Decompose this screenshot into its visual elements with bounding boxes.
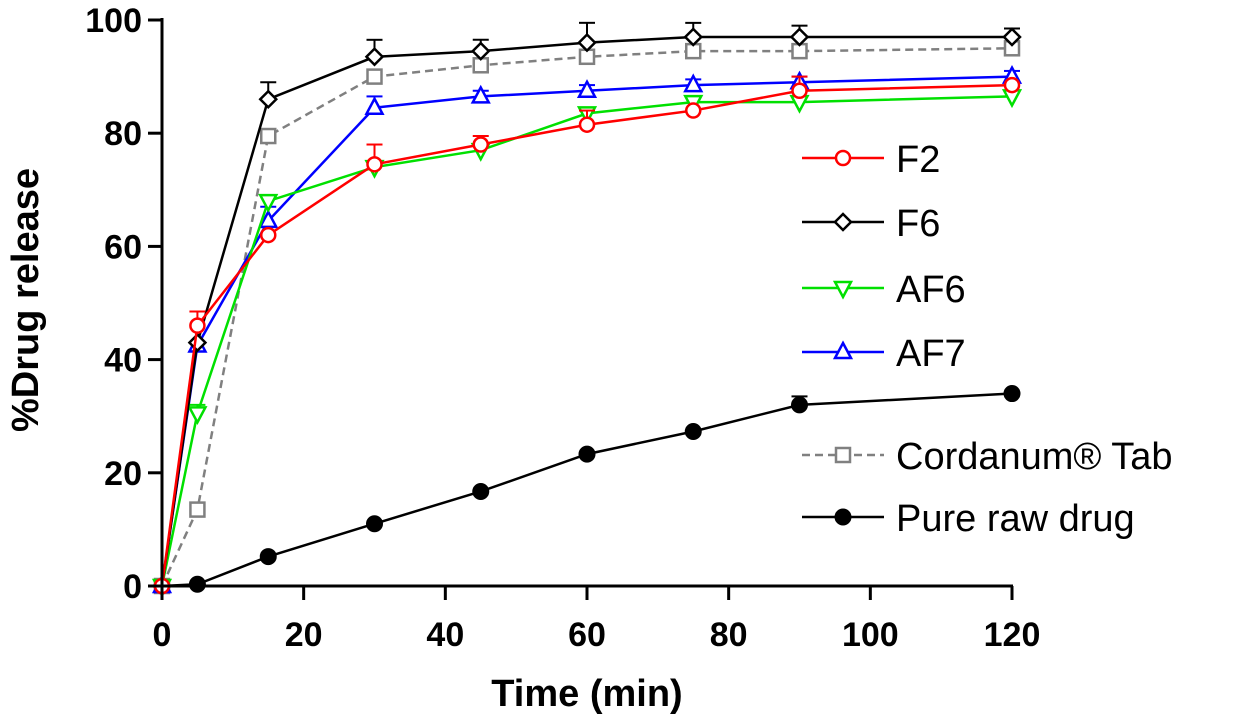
data-point-cordanum-tab xyxy=(189,501,206,518)
x-axis-title: Time (min) xyxy=(491,673,682,715)
data-point-f2 xyxy=(260,226,277,244)
data-point-f2 xyxy=(1003,76,1021,94)
data-point-pure-raw-drug xyxy=(366,515,383,533)
y-tick-label: 20 xyxy=(104,455,142,493)
series-line-af6 xyxy=(160,95,1013,587)
series-pure-raw-drug xyxy=(153,385,1021,595)
data-point-cordanum-tab xyxy=(366,68,383,85)
legend-item-pure-raw-drug: Pure raw drug xyxy=(802,498,1135,540)
legend-item-af7: AF7 xyxy=(802,333,966,375)
data-point-pure-raw-drug xyxy=(472,482,490,500)
data-point-pure-raw-drug xyxy=(791,396,808,414)
data-point-af7 xyxy=(576,79,598,98)
x-tick-label: 60 xyxy=(568,616,606,654)
data-point-af6 xyxy=(187,406,208,426)
data-point-pure-raw-drug xyxy=(578,445,596,463)
series-af7 xyxy=(151,64,1023,594)
legend-item-cordanum-tab: Cordanum® Tab xyxy=(802,436,1173,478)
y-tick-label: 0 xyxy=(123,568,142,606)
y-tick-label: 60 xyxy=(104,228,142,266)
data-point-af6 xyxy=(258,193,279,213)
legend-label-pure-raw-drug: Pure raw drug xyxy=(896,498,1135,540)
legend: F2 F6 AF6 AF7 Cordanum® Tab Pure raw drug xyxy=(802,139,1173,540)
legend-item-af6: AF6 xyxy=(802,269,966,311)
axes: 0 20 40 60 80 100 0 20 40 60 80 100 120 xyxy=(85,2,1040,654)
legend-marker-f2 xyxy=(834,149,852,167)
series-f6 xyxy=(152,21,1022,596)
data-point-af7 xyxy=(683,73,704,93)
series-af6 xyxy=(151,89,1023,598)
data-point-f6 xyxy=(789,27,810,47)
legend-item-f6: F6 xyxy=(802,203,940,245)
legend-label-af6: AF6 xyxy=(896,269,966,311)
legend-marker-af6 xyxy=(832,280,854,300)
data-point-f6 xyxy=(683,27,704,47)
legend-marker-af7 xyxy=(832,340,854,360)
data-point-f2 xyxy=(685,102,702,119)
x-tick-label: 20 xyxy=(285,616,323,654)
data-point-pure-raw-drug xyxy=(259,548,277,566)
series-line-pure-raw-drug xyxy=(161,392,1013,588)
legend-marker-f6 xyxy=(833,212,853,232)
legend-label-af7: AF7 xyxy=(896,333,966,375)
data-point-f2 xyxy=(578,116,596,133)
y-tick-label: 100 xyxy=(85,2,142,40)
x-tick-label: 0 xyxy=(153,616,172,654)
x-tick-label: 100 xyxy=(842,616,899,654)
legend-item-f2: F2 xyxy=(802,139,940,181)
legend-marker-pure-raw-drug xyxy=(834,508,852,526)
data-point-f6 xyxy=(258,89,279,110)
data-point-af7 xyxy=(364,96,385,115)
plot-area xyxy=(151,21,1023,598)
y-tick-label: 40 xyxy=(104,342,142,380)
x-tick-label: 120 xyxy=(984,616,1041,654)
data-point-f2 xyxy=(472,136,489,153)
data-point-pure-raw-drug xyxy=(1003,385,1021,403)
data-point-f6 xyxy=(577,32,597,53)
data-point-pure-raw-drug xyxy=(188,575,206,593)
data-point-pure-raw-drug xyxy=(684,422,702,440)
series-line-af7 xyxy=(160,75,1013,587)
x-tick-label: 40 xyxy=(426,616,464,654)
data-point-af7 xyxy=(470,84,491,104)
y-tick-label: 80 xyxy=(104,115,142,153)
data-point-f2 xyxy=(189,317,206,334)
series-f2 xyxy=(153,75,1021,595)
data-point-f2 xyxy=(791,82,808,99)
data-point-f6 xyxy=(1002,27,1022,47)
legend-marker-cordanum-tab xyxy=(834,446,852,464)
data-point-f2 xyxy=(366,156,383,173)
data-point-f6 xyxy=(364,47,385,67)
data-point-f6 xyxy=(470,41,491,61)
series-line-f2 xyxy=(160,83,1013,587)
legend-label-cordanum-tab: Cordanum® Tab xyxy=(896,436,1173,478)
y-axis-title: %Drug release xyxy=(5,168,47,432)
legend-label-f2: F2 xyxy=(896,139,940,181)
x-tick-label: 80 xyxy=(710,616,748,654)
legend-label-f6: F6 xyxy=(896,203,940,245)
data-point-cordanum-tab xyxy=(260,127,277,145)
